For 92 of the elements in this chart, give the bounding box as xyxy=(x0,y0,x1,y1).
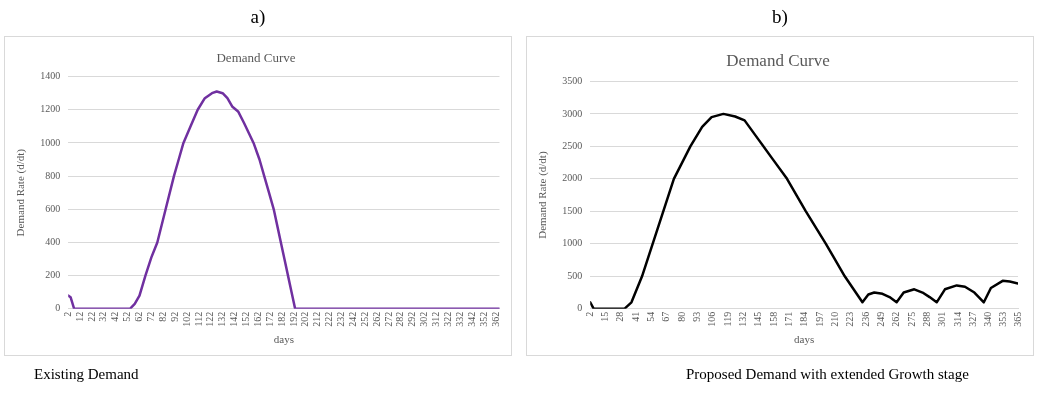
x-tick-label: 262 xyxy=(370,311,382,327)
x-tick-label: 301 xyxy=(936,311,948,327)
x-tick-label: 342 xyxy=(465,311,477,327)
x-axis-title: days xyxy=(794,333,815,346)
x-tick-label: 365 xyxy=(1011,311,1023,327)
x-tick-label: 314 xyxy=(951,311,963,327)
y-tick-label: 3500 xyxy=(562,75,583,87)
y-tick-label: 500 xyxy=(567,269,583,281)
x-tick-label: 312 xyxy=(430,311,442,327)
y-tick-label: 0 xyxy=(577,302,583,314)
y-tick-label: 1200 xyxy=(40,103,61,115)
chart-title: Demand Curve xyxy=(216,50,296,66)
y-tick-label: 1000 xyxy=(562,237,583,249)
x-tick-label: 340 xyxy=(982,311,994,327)
x-tick-label: 106 xyxy=(706,311,718,327)
y-axis-title: Demand Rate (d/dt) xyxy=(14,148,28,237)
x-tick-label: 327 xyxy=(966,311,978,327)
x-tick-label: 145 xyxy=(752,311,764,327)
text: a) xyxy=(249,5,267,29)
y-tick-label: 200 xyxy=(45,269,61,281)
x-tick-label: 92 xyxy=(168,311,180,322)
x-tick-label: 210 xyxy=(828,311,840,327)
x-tick-label: 262 xyxy=(890,311,902,327)
x-tick-label: 172 xyxy=(263,311,275,327)
x-tick-label: 2 xyxy=(583,311,595,317)
x-tick-label: 197 xyxy=(813,311,825,327)
x-tick-label: 236 xyxy=(859,311,871,327)
x-tick-label: 132 xyxy=(216,311,228,327)
x-tick-label: 12 xyxy=(73,311,85,322)
x-tick-label: 182 xyxy=(275,311,287,327)
chart-title: Demand Curve xyxy=(726,50,830,70)
y-tick-label: 1500 xyxy=(562,204,583,216)
x-tick-label: 72 xyxy=(144,311,156,322)
x-tick-label: 272 xyxy=(382,311,394,327)
x-tick-label: 93 xyxy=(691,311,703,322)
y-tick-label: 2000 xyxy=(562,172,583,184)
x-tick-label: 42 xyxy=(109,311,121,322)
x-tick-label: 171 xyxy=(782,311,794,327)
x-tick-label: 249 xyxy=(874,311,886,327)
y-tick-label: 3000 xyxy=(562,107,583,119)
x-tick-label: 292 xyxy=(406,311,418,327)
x-tick-label: 352 xyxy=(477,311,489,327)
x-tick-label: 52 xyxy=(121,311,133,322)
y-axis-title: Demand Rate (d/dt) xyxy=(536,151,550,239)
text: Proposed Demand with extended Growth stage xyxy=(685,365,970,384)
x-tick-label: 142 xyxy=(228,311,240,327)
y-tick-label: 1400 xyxy=(40,70,61,82)
text: b) xyxy=(771,5,789,29)
x-tick-label: 132 xyxy=(737,311,749,327)
y-tick-label: 600 xyxy=(45,202,61,214)
y-tick-label: 1000 xyxy=(40,136,61,148)
x-tick-label: 122 xyxy=(204,311,216,327)
x-tick-label: 222 xyxy=(323,311,335,327)
x-tick-label: 28 xyxy=(614,311,626,322)
x-tick-label: 192 xyxy=(287,311,299,327)
x-tick-label: 22 xyxy=(85,311,97,322)
x-tick-label: 152 xyxy=(240,311,252,327)
text: Existing Demand xyxy=(33,365,140,384)
x-tick-label: 232 xyxy=(335,311,347,327)
x-tick-label: 162 xyxy=(251,311,263,327)
x-tick-label: 82 xyxy=(156,311,168,322)
x-tick-label: 282 xyxy=(394,311,406,327)
x-tick-label: 362 xyxy=(489,311,501,327)
x-axis-title: days xyxy=(273,333,294,346)
x-tick-label: 223 xyxy=(844,311,856,327)
y-tick-label: 800 xyxy=(45,169,61,181)
x-tick-label: 184 xyxy=(798,311,810,327)
x-tick-label: 80 xyxy=(675,311,687,322)
x-tick-label: 102 xyxy=(180,311,192,327)
x-tick-label: 15 xyxy=(599,311,611,322)
x-tick-label: 62 xyxy=(133,311,145,322)
x-tick-label: 212 xyxy=(311,311,323,327)
x-tick-label: 2 xyxy=(61,311,73,317)
x-tick-label: 41 xyxy=(629,311,641,322)
x-tick-label: 119 xyxy=(721,311,733,327)
x-tick-label: 112 xyxy=(192,311,204,327)
x-tick-label: 288 xyxy=(920,311,932,327)
x-tick-label: 67 xyxy=(660,311,672,322)
x-tick-label: 242 xyxy=(346,311,358,327)
x-tick-label: 302 xyxy=(418,311,430,327)
x-tick-label: 32 xyxy=(97,311,109,322)
y-tick-label: 2500 xyxy=(562,140,583,151)
x-tick-label: 158 xyxy=(767,311,779,327)
x-tick-label: 353 xyxy=(997,311,1009,327)
x-tick-label: 202 xyxy=(299,311,311,327)
x-tick-label: 275 xyxy=(905,311,917,327)
x-tick-label: 332 xyxy=(453,311,465,327)
y-tick-label: 0 xyxy=(55,302,61,314)
y-tick-label: 400 xyxy=(45,236,61,248)
x-tick-label: 54 xyxy=(645,311,657,322)
x-tick-label: 252 xyxy=(358,311,370,327)
x-tick-label: 322 xyxy=(442,311,454,327)
